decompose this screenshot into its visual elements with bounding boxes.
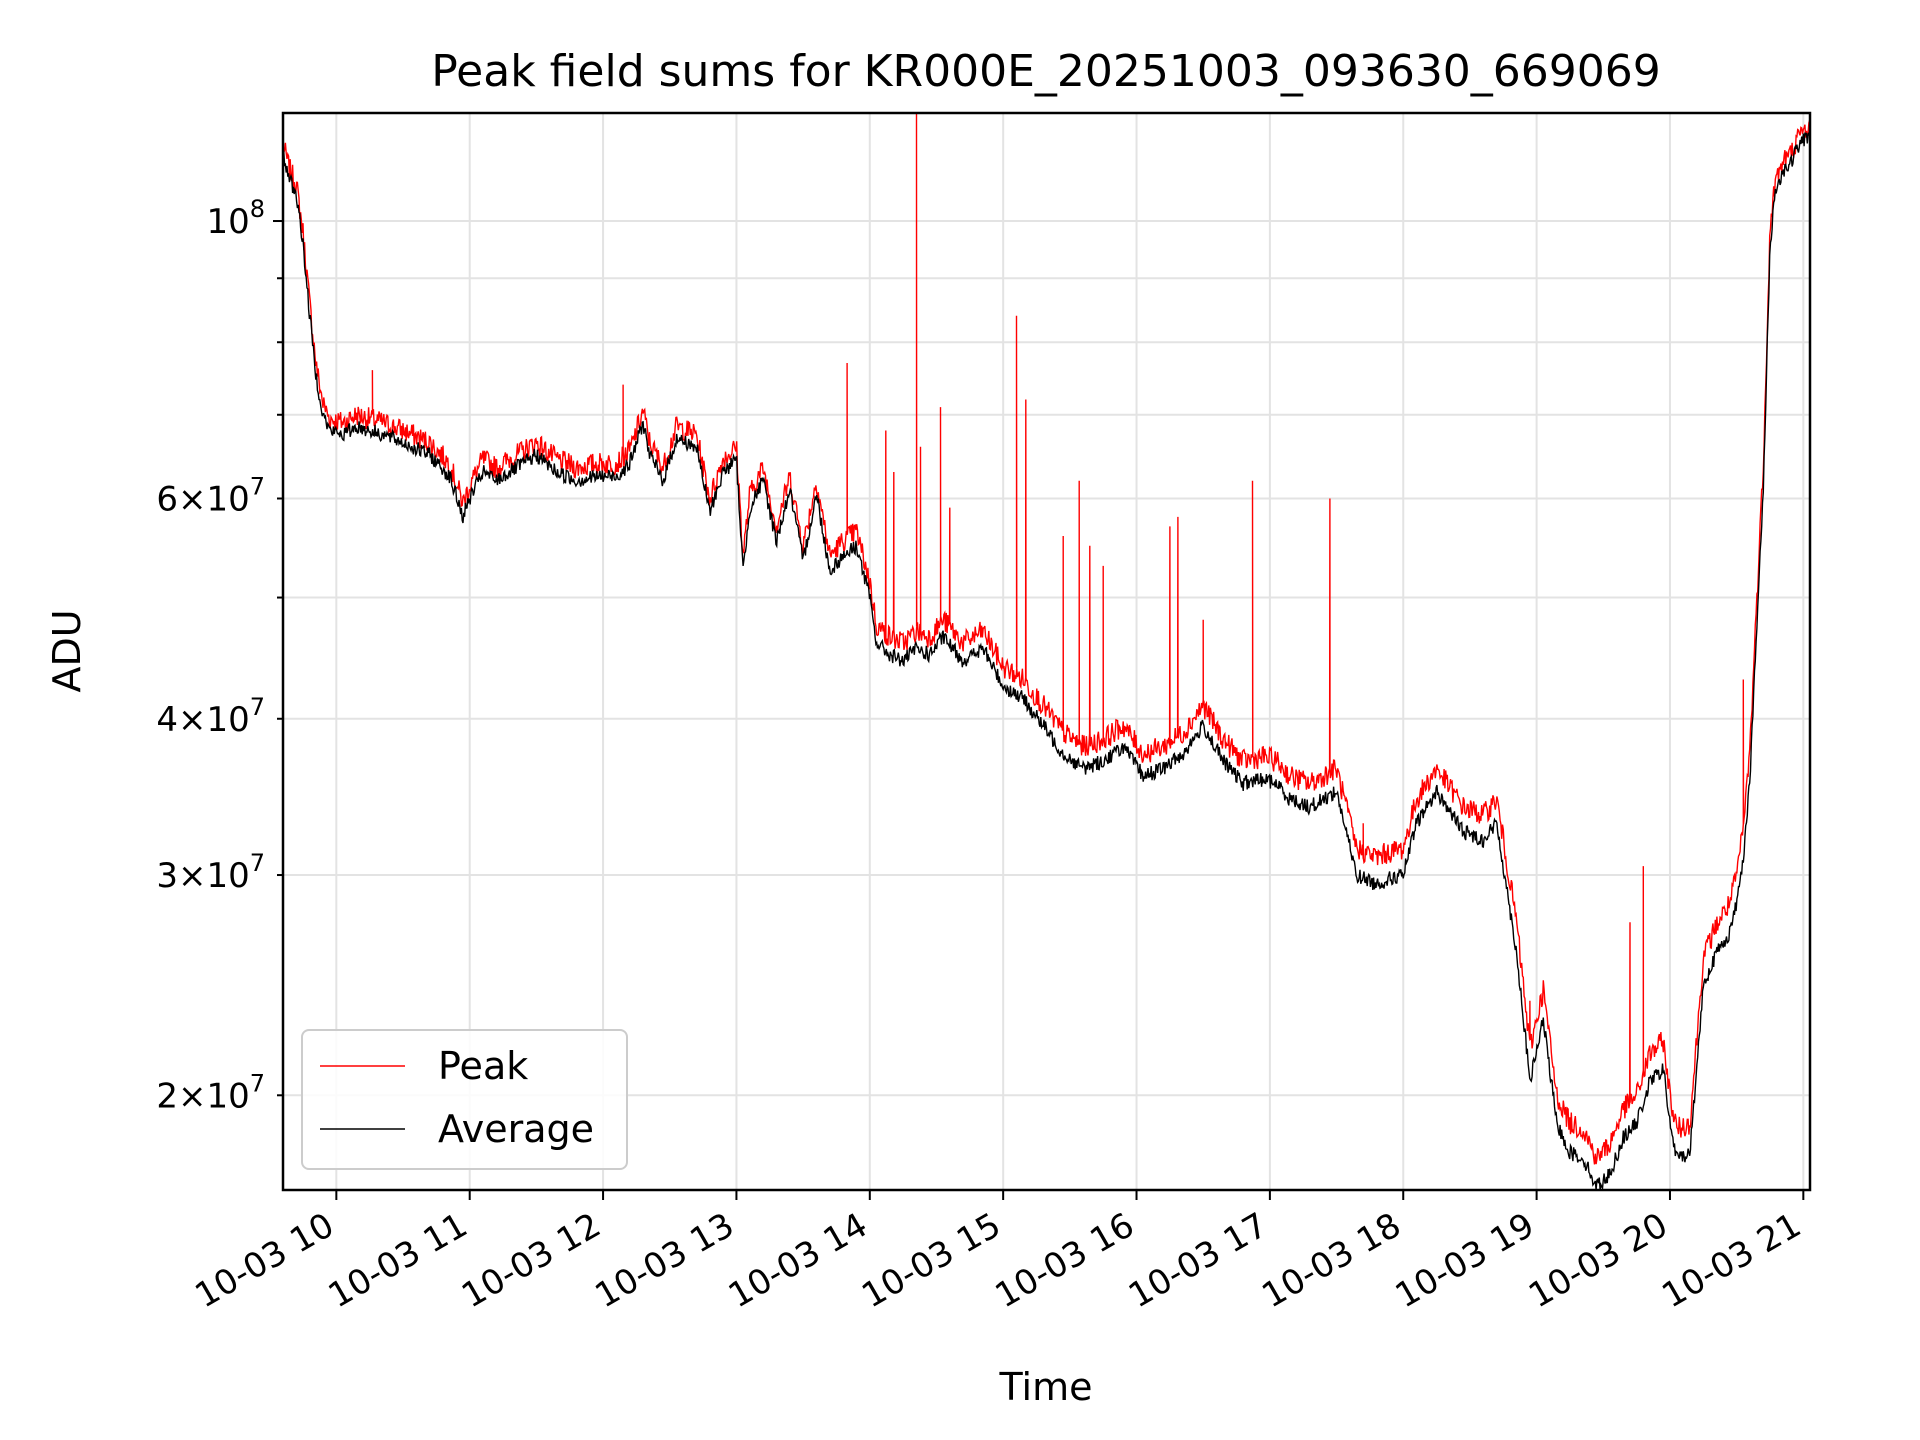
y-tick-label: 108 bbox=[206, 195, 265, 242]
y-axis-label: ADU bbox=[45, 609, 89, 692]
series-peak-line bbox=[283, 113, 1810, 1165]
y-tick-label: 2×107 bbox=[156, 1069, 265, 1116]
plot-area bbox=[283, 113, 1810, 1190]
y-tick-label: 6×107 bbox=[156, 473, 265, 520]
legend-average-label: Average bbox=[438, 1107, 594, 1151]
y-axis: 108 2×107 3×107 4×107 6×107 bbox=[156, 195, 283, 1116]
series-average-line bbox=[283, 131, 1810, 1190]
x-axis-label: Time bbox=[999, 1365, 1093, 1409]
legend: Peak Average bbox=[301, 1029, 628, 1170]
y-tick-label: 3×107 bbox=[156, 849, 265, 896]
legend-peak-label: Peak bbox=[438, 1044, 528, 1088]
chart-title: Peak field sums for KR000E_20251003_0936… bbox=[431, 46, 1661, 97]
y-tick-label: 4×107 bbox=[156, 693, 265, 740]
legend-box bbox=[301, 1029, 628, 1170]
grid bbox=[283, 113, 1810, 1190]
plot-frame bbox=[281, 111, 1812, 1192]
